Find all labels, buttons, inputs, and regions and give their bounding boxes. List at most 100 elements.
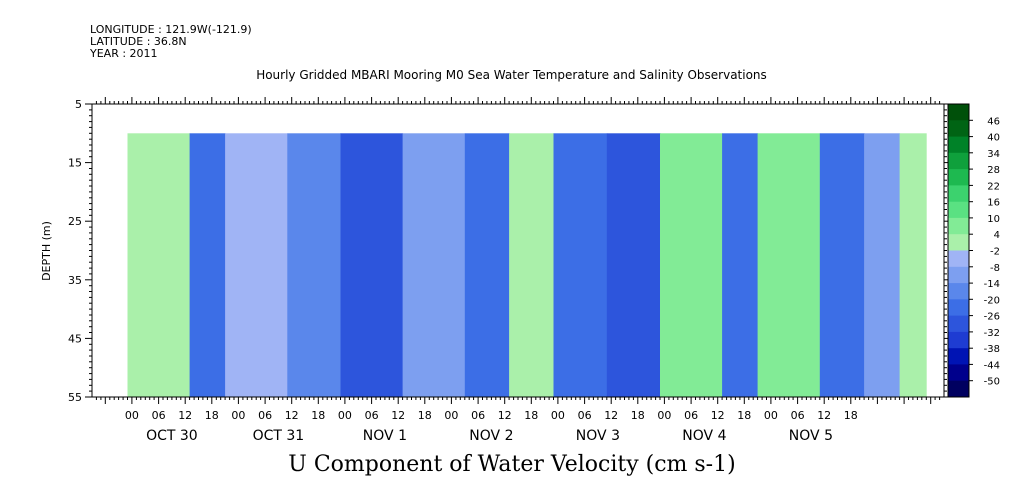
x-tick-label: 06 [365,409,379,422]
colorbar-label: 34 [987,149,1000,160]
heatmap-cell [553,133,608,398]
x-day-label: NOV 5 [789,428,833,444]
x-tick-label: 18 [418,409,432,422]
x-tick-label: 12 [498,409,512,422]
x-tick-label: 18 [524,409,538,422]
x-day-label: NOV 1 [363,428,407,444]
colorbar-label: 22 [987,181,1000,192]
colorbar-label: 4 [994,230,1000,241]
year-label: YEAR : 2011 [90,47,158,60]
y-tick-label: 35 [68,274,82,287]
heatmap-cell [660,133,723,398]
colorbar-label: -14 [984,279,1000,290]
heatmap-cell [225,133,288,398]
heatmap-cell [402,133,466,398]
colorbar-label: 16 [987,198,1000,209]
y-tick-label: 5 [75,98,82,111]
colorbar-swatch [948,136,969,154]
x-tick-label: 18 [737,409,751,422]
colorbar-swatch [948,201,969,219]
x-tick-label: 12 [391,409,405,422]
x-tick-label: 06 [152,409,166,422]
x-tick-label: 12 [285,409,299,422]
colorbar-swatch [948,283,969,300]
x-tick-label: 00 [444,409,458,422]
x-tick-label: 12 [604,409,618,422]
x-tick-label: 06 [578,409,592,422]
colorbar-label: 40 [987,133,1000,144]
colorbar: 46 40 34 28 22 16 10 4 -2 -8 -14 -20 -26 -32 -38 -44 -50 [947,103,1000,398]
heatmap-cell [757,133,821,398]
x-day-label: OCT 30 [146,428,198,444]
x-tick-label: 06 [258,409,272,422]
y-tick-label: 55 [68,391,82,404]
heatmap-cell [899,133,927,398]
colorbar-swatch [948,152,969,170]
x-tick-label: 06 [791,409,805,422]
colorbar-label: 10 [987,214,1000,225]
x-day-label: NOV 3 [576,428,620,444]
chart-title: Hourly Gridded MBARI Mooring M0 Sea Wate… [256,68,767,82]
x-tick-label: 00 [764,409,778,422]
heatmap-cell [340,133,404,398]
heatmap-cell [464,133,510,398]
colorbar-label: -8 [990,263,1000,274]
x-tick-label: 18 [844,409,858,422]
x-tick-label: 00 [657,409,671,422]
x-tick-label: 18 [311,409,325,422]
x-tick-label: 00 [231,409,245,422]
colorbar-swatch [948,315,969,333]
heatmap-cell [864,133,901,398]
colorbar-swatch [948,364,969,382]
colorbar-label: -38 [984,344,1000,355]
colorbar-swatch [948,250,969,268]
heatmap-cell [189,133,226,398]
x-tick-label: 00 [125,409,139,422]
y-tick-label: 15 [68,157,82,170]
x-tick-label: 12 [711,409,725,422]
colorbar-label: -44 [984,360,1000,371]
colorbar-swatch [948,266,969,284]
axis-ticks: 00 06 12 18 00 06 12 18 00 06 12 18 00 06 12 18 00 06 12 18… [68,97,951,444]
colorbar-swatch [948,120,969,137]
colorbar-label: -26 [984,312,1000,323]
longitude-label: LONGITUDE : 121.9W(-121.9) [90,23,252,36]
heatmap-cell [509,133,554,398]
x-tick-label: 00 [338,409,352,422]
latitude-label: LATITUDE : 36.8N [90,35,187,48]
colorbar-swatch [948,169,969,186]
colorbar-label: 46 [987,116,1000,127]
x-tick-label: 18 [205,409,219,422]
x-day-label: NOV 4 [682,428,726,444]
heatmap-cell [819,133,865,398]
colorbar-swatch [948,299,969,316]
colorbar-swatch [948,104,969,121]
colorbar-swatch [948,331,969,349]
colorbar-swatch [948,185,969,203]
x-tick-label: 06 [684,409,698,422]
y-tick-label: 45 [68,332,82,345]
x-day-label: OCT 31 [253,428,305,444]
y-tick-label: 25 [68,215,82,228]
colorbar-swatch [948,380,969,398]
x-tick-label: 18 [631,409,645,422]
x-tick-label: 00 [551,409,565,422]
y-axis-label: DEPTH (m) [40,221,53,281]
colorbar-label: 28 [987,165,1000,176]
heatmap-cell [606,133,661,398]
colorbar-label: -20 [984,295,1000,306]
colorbar-swatch [948,348,969,365]
colorbar-label: -50 [984,377,1000,388]
colorbar-label: -2 [990,247,1000,258]
heatmap-field [127,133,927,398]
x-day-label: NOV 2 [469,428,513,444]
colorbar-swatch [948,234,969,251]
x-tick-label: 12 [817,409,831,422]
heatmap-cell [287,133,342,398]
variable-caption: U Component of Water Velocity (cm s-1) [288,452,736,477]
heatmap-cell [722,133,759,398]
heatmap-cell [127,133,191,398]
colorbar-label: -32 [984,328,1000,339]
x-tick-label: 12 [178,409,192,422]
